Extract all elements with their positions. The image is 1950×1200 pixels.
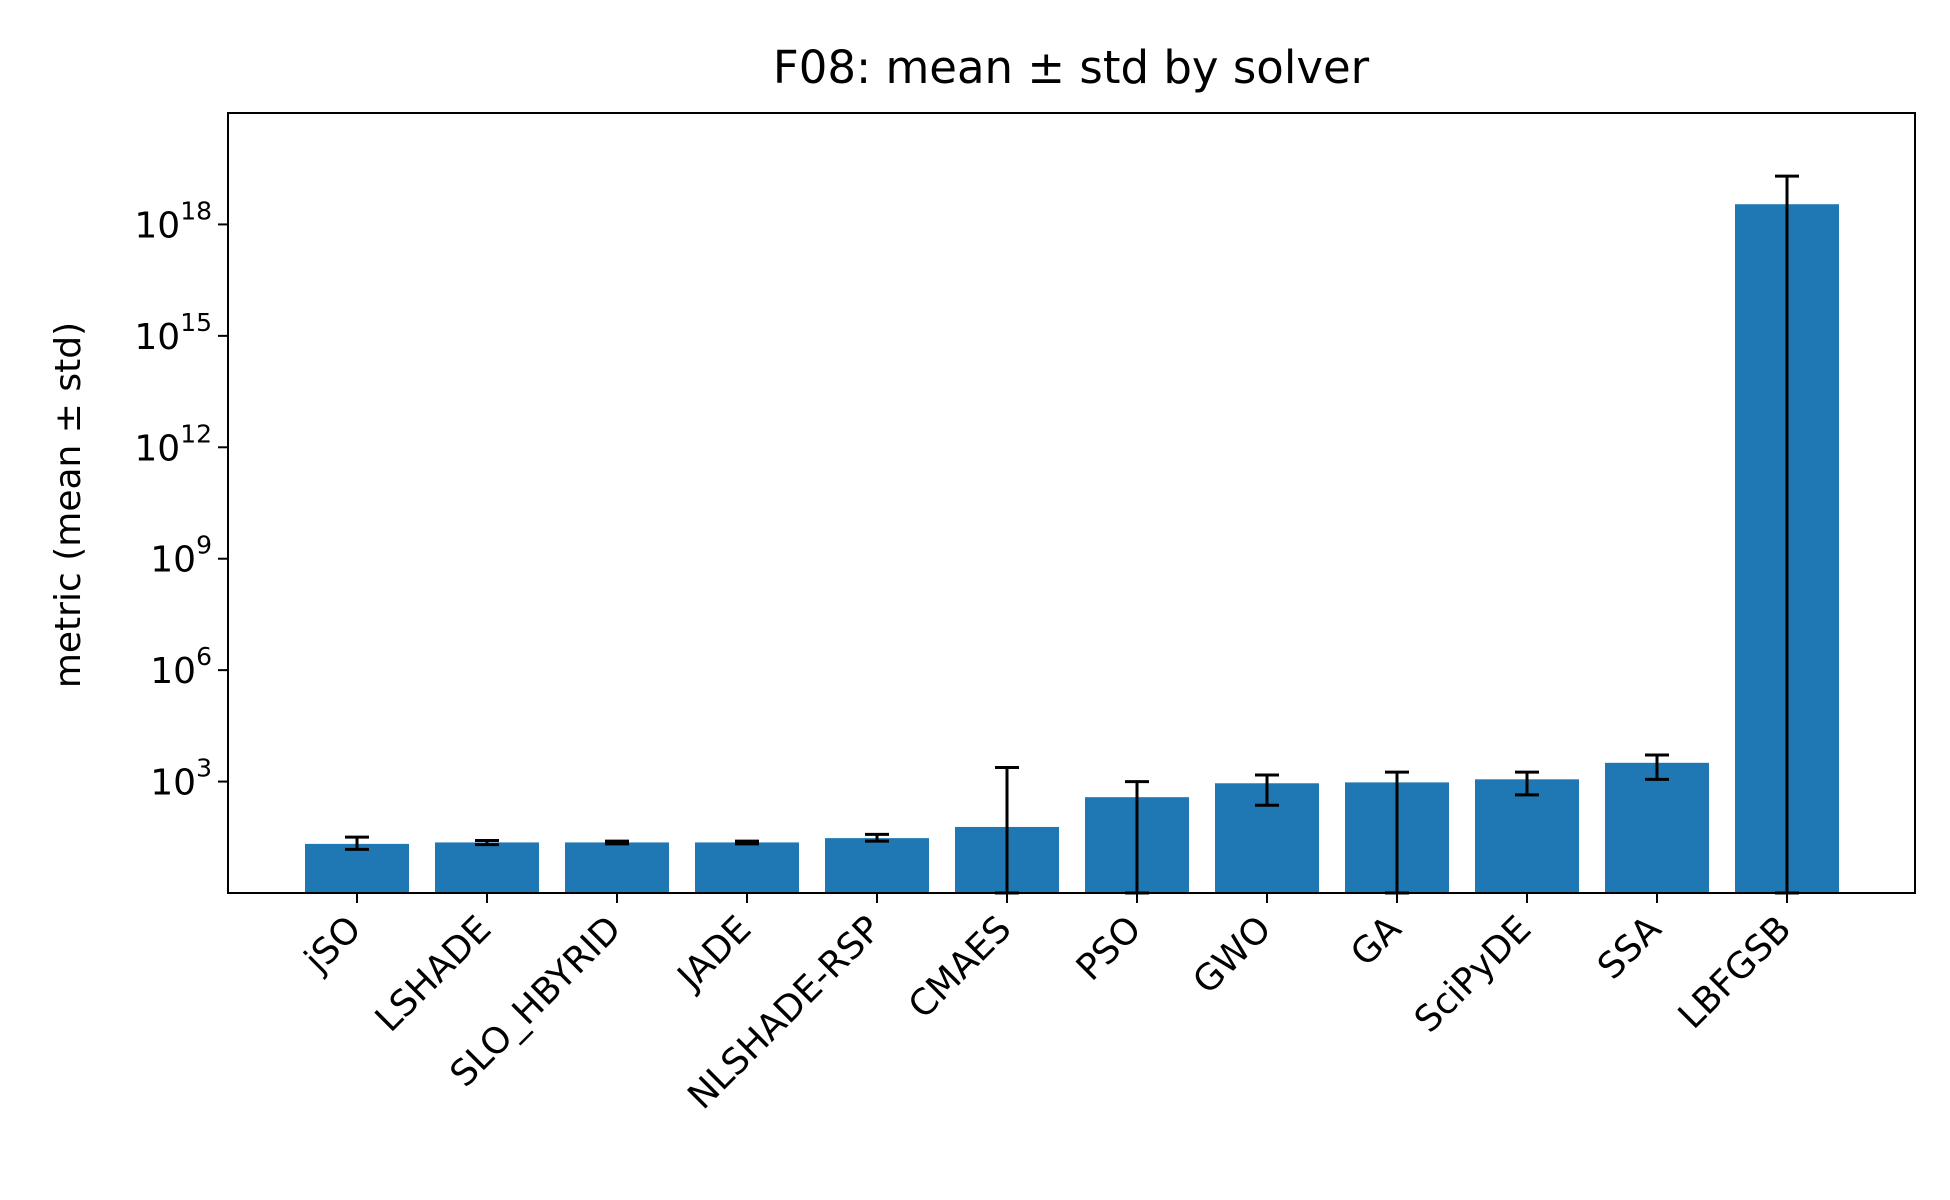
bar-lshade	[435, 842, 539, 893]
x-tick-label-pso: PSO	[1069, 908, 1150, 989]
bar-scipyde	[1475, 779, 1579, 893]
y-tick-exponent: 12	[180, 419, 212, 448]
y-tick-label-15: 1015	[134, 308, 212, 358]
x-tick-label-ssa: SSA	[1590, 908, 1669, 987]
y-tick-label-3: 103	[150, 754, 212, 804]
y-tick-base: 10	[134, 205, 180, 246]
y-tick-exponent: 15	[180, 308, 212, 337]
x-tick-label-jade: JADE	[669, 908, 760, 999]
x-tick-label-cmaes: CMAES	[901, 908, 1019, 1026]
y-tick-base: 10	[150, 651, 196, 692]
y-tick-label-18: 1018	[134, 196, 212, 246]
bar-ssa	[1605, 762, 1709, 893]
bar-jso	[305, 843, 409, 893]
bar-nlshade-rsp	[825, 838, 929, 893]
y-tick-label-9: 109	[150, 531, 212, 581]
y-tick-base: 10	[134, 317, 180, 358]
bar-jade	[695, 842, 799, 893]
x-tick-label-ga: GA	[1343, 908, 1409, 974]
x-tick-label-jso: jSO	[296, 908, 369, 981]
bar-slo_hbyrid	[565, 842, 669, 893]
y-axis-label: metric (mean ± std)	[48, 322, 89, 688]
x-tick-label-gwo: GWO	[1185, 908, 1279, 1002]
y-tick-base: 10	[150, 540, 196, 581]
y-tick-base: 10	[134, 428, 180, 469]
y-tick-exponent: 3	[196, 754, 212, 783]
x-tick-label-lshade: LSHADE	[368, 908, 500, 1040]
plot-frame	[227, 112, 1916, 894]
y-tick-exponent: 18	[180, 196, 212, 225]
x-tick-label-scipyde: SciPyDE	[1407, 908, 1539, 1040]
y-tick-label-6: 106	[150, 642, 212, 692]
x-tick-label-lbfgsb: LBFGSB	[1671, 908, 1800, 1037]
y-tick-base: 10	[150, 763, 196, 804]
y-tick-label-12: 1012	[134, 419, 212, 469]
y-tick-exponent: 6	[196, 642, 212, 671]
chart-title: F08: mean ± std by solver	[773, 41, 1370, 94]
y-tick-exponent: 9	[196, 531, 212, 560]
